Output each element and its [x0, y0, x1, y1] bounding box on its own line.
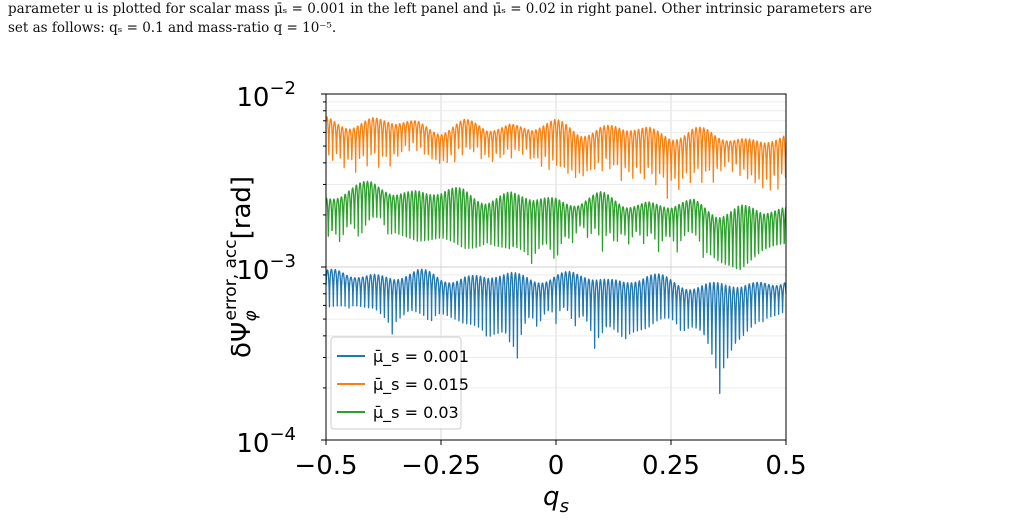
series-line-1 [325, 116, 787, 199]
y-tick-label-0: 10−4 [236, 424, 296, 459]
legend-entry-1: μ̄_s = 0.015 [373, 375, 469, 395]
y-tick-label-2: 10−2 [236, 78, 296, 113]
caption-line-1: parameter u is plotted for scalar mass μ… [8, 1, 873, 17]
y-axis-ticks: 10−4 10−3 10−2 [236, 78, 326, 459]
series-line-2 [325, 180, 787, 271]
legend-box [330, 336, 462, 430]
series-line-0 [325, 268, 787, 395]
x-tick-label-4: 0.5 [765, 451, 806, 481]
x-axis-label: qs [543, 482, 569, 517]
x-tick-label-3: 0.25 [642, 451, 700, 481]
caption-line-2: set as follows: qₛ = 0.1 and mass-ratio … [8, 20, 337, 36]
legend-entry-0: μ̄_s = 0.001 [373, 347, 469, 367]
figure-caption: parameter u is plotted for scalar mass μ… [8, 0, 1020, 38]
x-axis-ticks: −0.5 −0.25 0 0.25 0.5 [294, 440, 807, 481]
y-tick-label-1: 10−3 [236, 251, 296, 286]
legend-entry-2: μ̄_s = 0.03 [373, 403, 459, 423]
plot-lines [325, 116, 787, 395]
x-tick-label-0: −0.5 [294, 451, 357, 481]
legend: μ̄_s = 0.001 μ̄_s = 0.015 μ̄_s = 0.03 [330, 336, 469, 430]
x-tick-label-1: −0.25 [401, 451, 481, 481]
x-tick-label-2: 0 [548, 451, 565, 481]
